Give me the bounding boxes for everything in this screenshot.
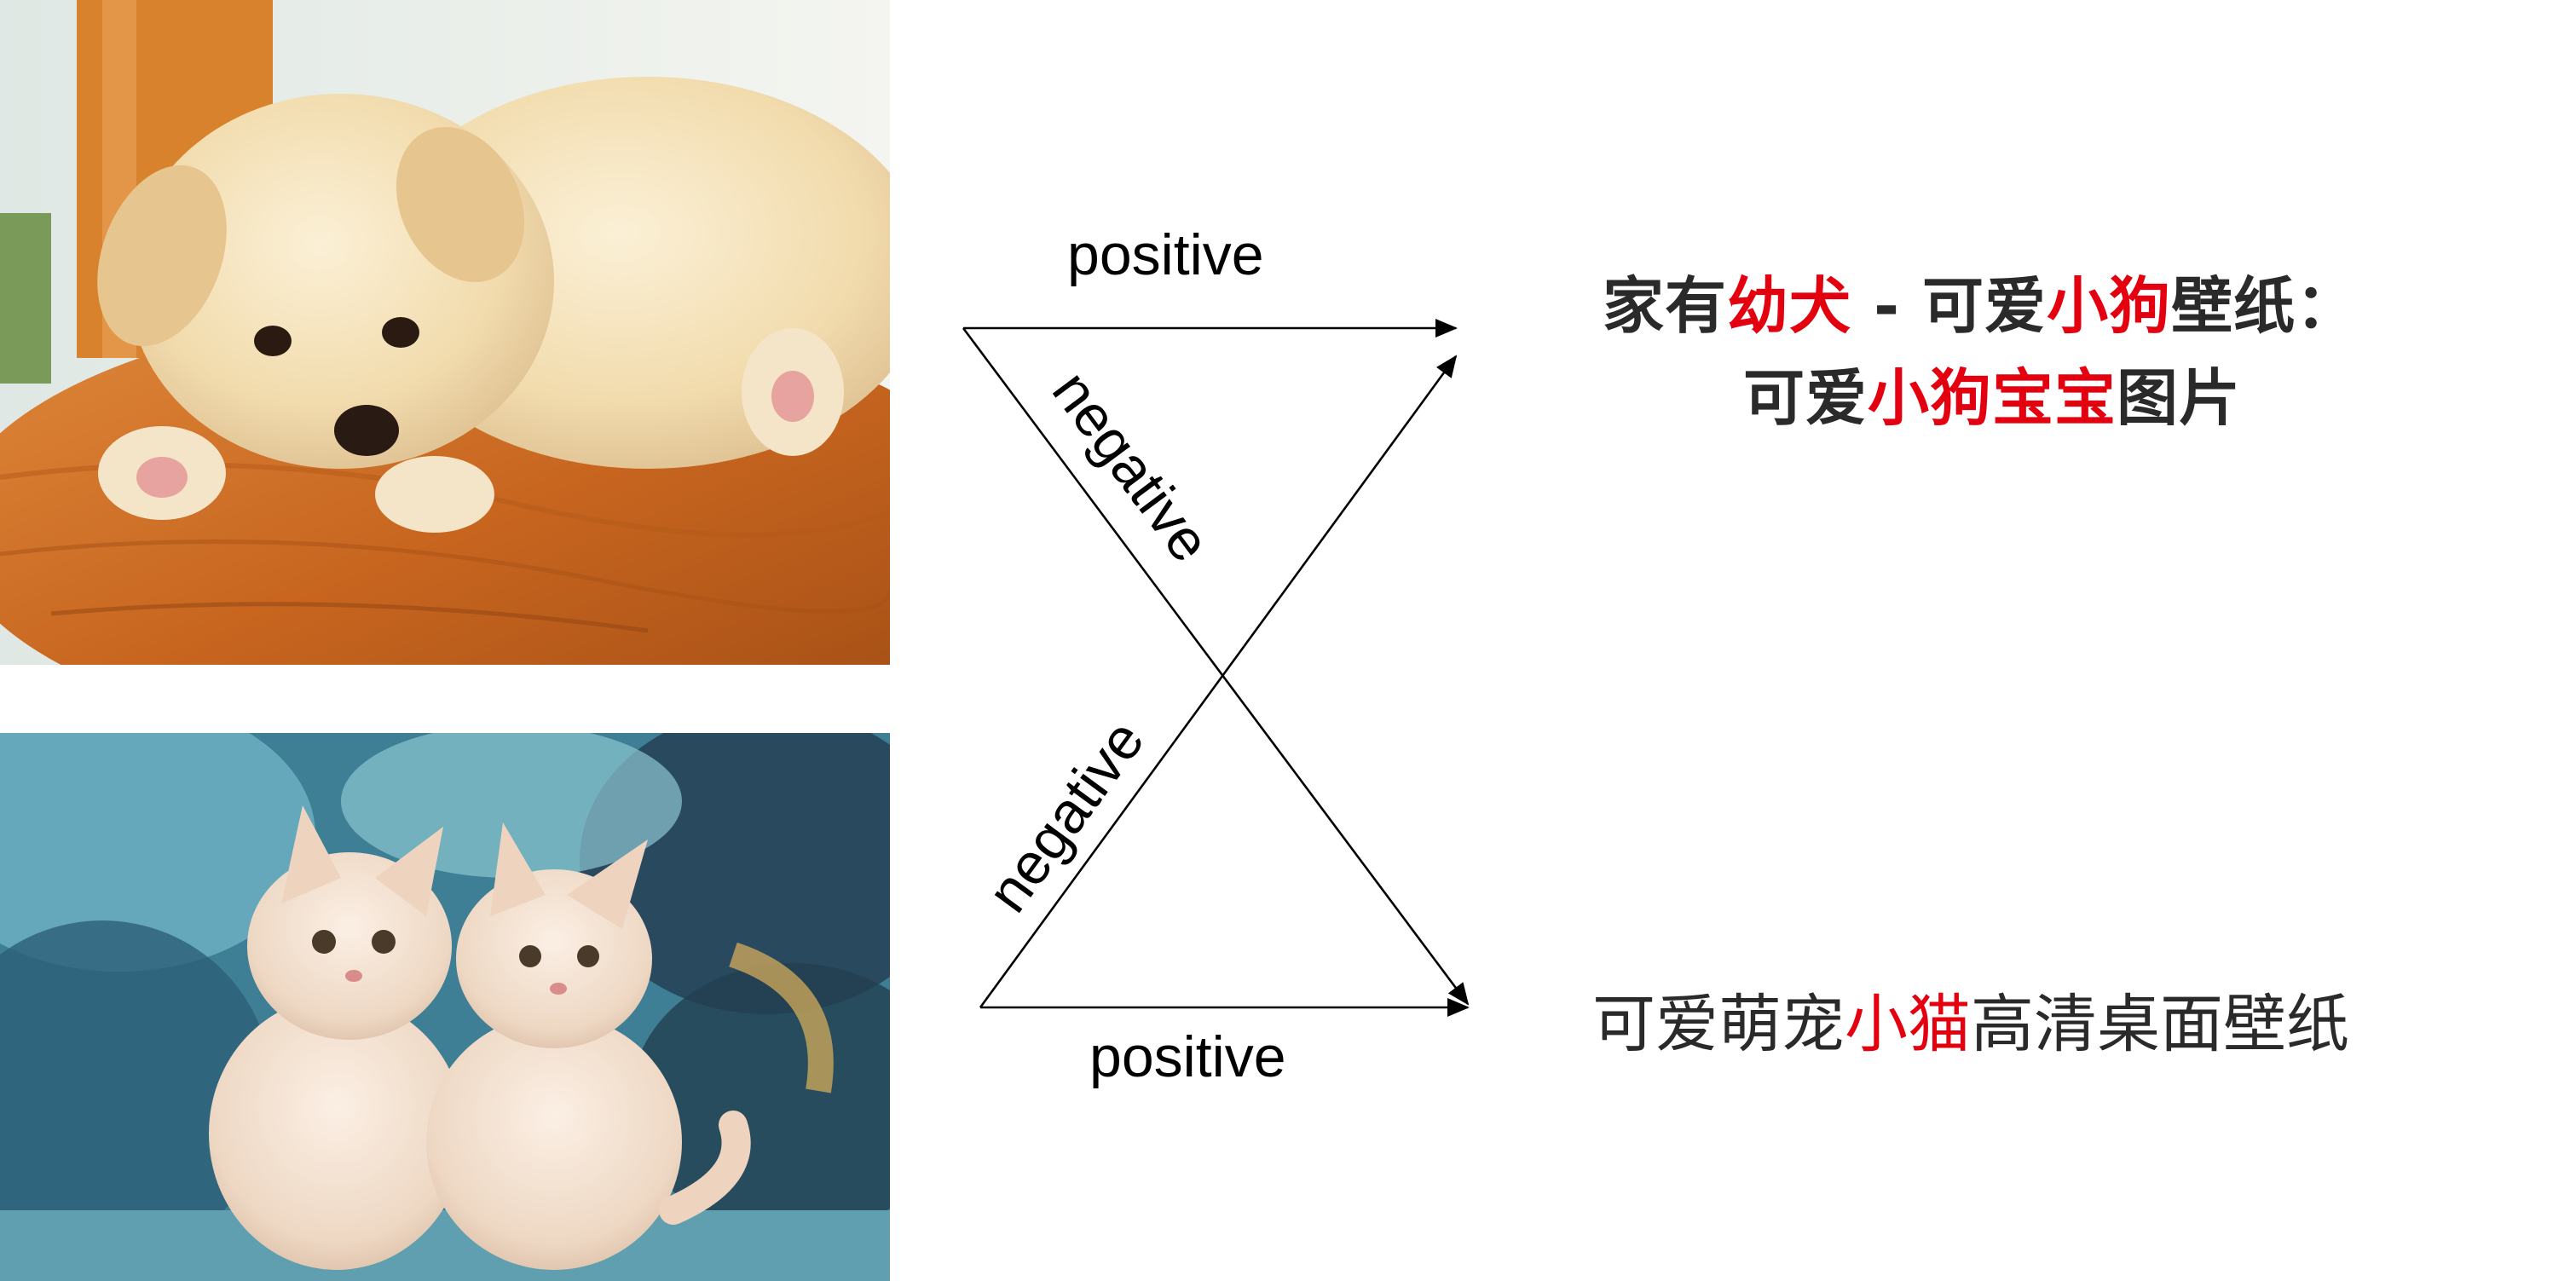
caption-text: - 可爱 <box>1851 270 2048 342</box>
cat-caption: 可爱萌宠小猫高清桌面壁纸 <box>1592 973 2349 1065</box>
down-negative-arrow <box>962 327 1470 1006</box>
caption-text: 壁纸： <box>2171 270 2359 342</box>
caption-text: 可爱萌宠 <box>1592 988 1845 1061</box>
caption-highlight: 小猫 <box>1845 988 1971 1061</box>
caption-text: 高清桌面壁纸 <box>1971 988 2349 1061</box>
caption-highlight: 小狗宝宝 <box>1868 362 2117 434</box>
caption-text: 家有 <box>1603 270 1728 342</box>
caption-text: 可爱 <box>1743 362 1868 434</box>
dog-caption-line2: 可爱小狗宝宝图片 <box>1743 348 2241 437</box>
caption-highlight: 小狗 <box>2047 270 2172 342</box>
dog-caption-line1: 家有幼犬 - 可爱小狗壁纸： <box>1603 256 2358 345</box>
kittens-photo <box>0 733 890 1281</box>
caption-highlight: 幼犬 <box>1727 270 1852 342</box>
top-positive-label: positive <box>1067 222 1264 287</box>
bottom-positive-label: positive <box>1089 1024 1286 1089</box>
caption-text: 图片 <box>2117 362 2242 434</box>
puppy-photo <box>0 0 890 665</box>
up-negative-arrow <box>979 355 1458 1008</box>
